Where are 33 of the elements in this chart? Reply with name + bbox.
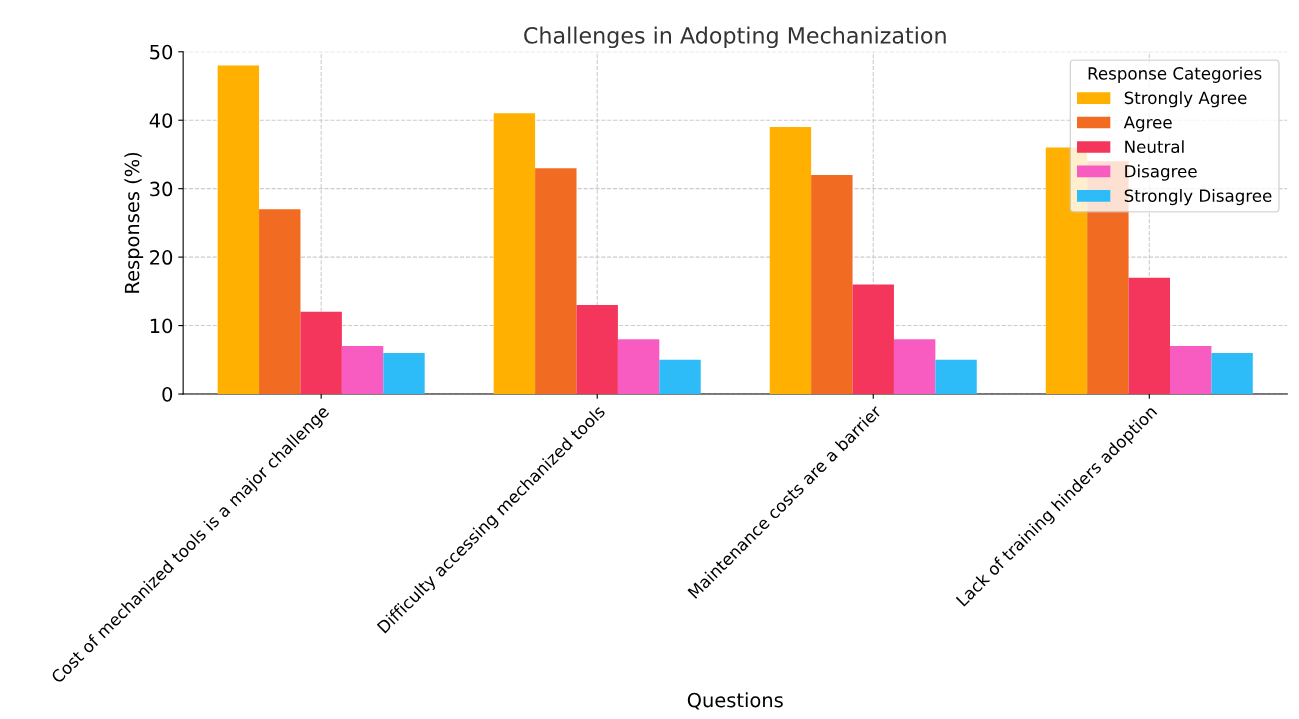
bar: [893, 339, 936, 395]
bar: [1128, 277, 1170, 395]
bar: [383, 352, 425, 395]
y-axis-title: Responses (%): [124, 152, 144, 293]
legend-label: Strongly Disagree: [1124, 189, 1272, 206]
bar: [811, 174, 853, 395]
bar: [341, 346, 384, 395]
bar: [576, 305, 618, 395]
y-tick-label: 0: [162, 386, 173, 402]
bar: [535, 168, 577, 395]
chart-title: Challenges in Adopting Mechanization: [524, 26, 946, 49]
y-tick-label: 30: [150, 181, 173, 197]
bar: [300, 311, 342, 395]
y-tick-label: 50: [150, 44, 173, 60]
bar: [769, 127, 812, 395]
bar: [617, 339, 660, 395]
x-axis-title: Questions: [687, 692, 783, 710]
legend-label: Neutral: [1125, 140, 1184, 154]
y-tick-label: 40: [149, 113, 173, 128]
legend-label: Strongly Agree: [1124, 91, 1247, 108]
bar: [493, 113, 536, 395]
bar: [1169, 346, 1212, 395]
bar: [259, 209, 301, 395]
legend-label: Disagree: [1125, 164, 1197, 181]
bar: [935, 359, 977, 395]
bar: [852, 284, 894, 395]
y-tick-label: 10: [150, 318, 173, 334]
legend-title: Response Categories: [1088, 66, 1262, 83]
legend-label: Agree: [1123, 116, 1172, 132]
y-tick-label: 20: [150, 250, 173, 265]
bar: [217, 65, 260, 395]
bar: [659, 359, 701, 395]
bar: [1211, 352, 1253, 395]
